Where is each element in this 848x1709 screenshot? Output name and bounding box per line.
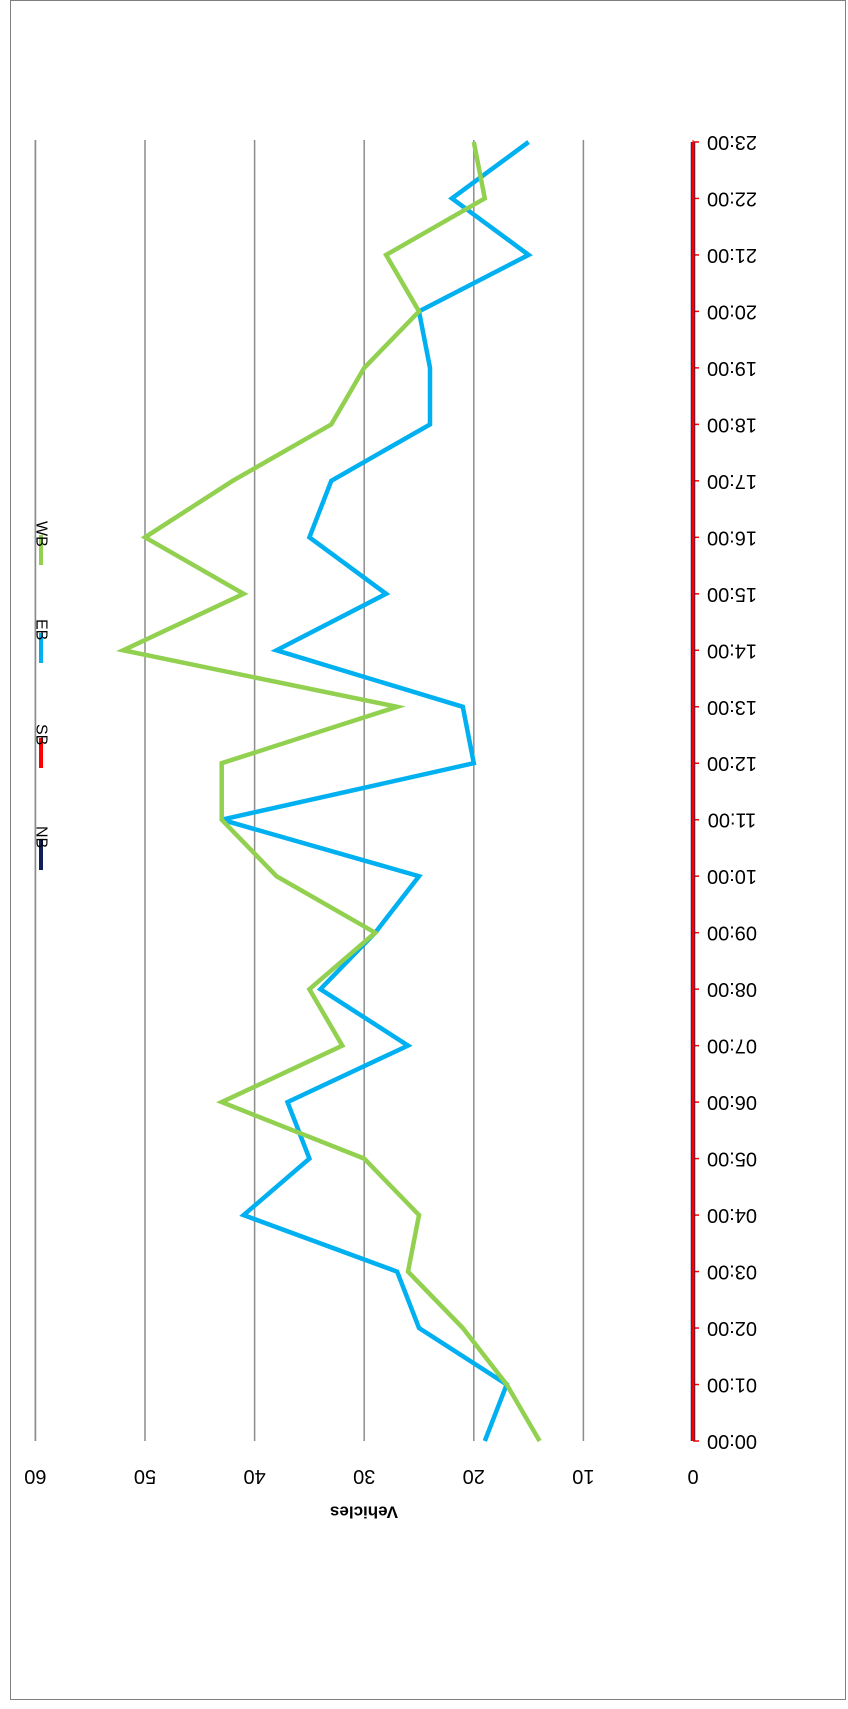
series-lines — [116, 140, 696, 1443]
x-tick-label: 02:00 — [707, 1317, 757, 1339]
x-tick-label: 01:00 — [707, 1374, 757, 1396]
x-tick-label: 12:00 — [707, 752, 757, 774]
x-tick-label: 08:00 — [707, 978, 757, 1000]
legend: NB SB EB WB — [33, 521, 50, 870]
y-tick-label: 50 — [134, 1465, 156, 1487]
x-tick-label: 23:00 — [707, 131, 757, 153]
x-tick-label: 21:00 — [707, 244, 757, 266]
series-line-eb — [221, 140, 533, 1442]
y-tick-label: 20 — [463, 1465, 485, 1487]
tick-labels: 0 10 20 30 40 50 60 00:00 01:00 02:00 03:00 04:00 05… — [24, 131, 757, 1487]
x-tick-label: 16:00 — [707, 526, 757, 548]
y-tick-label: 30 — [353, 1465, 375, 1487]
x-tick-label: 04:00 — [707, 1204, 757, 1226]
x-tick-label: 18:00 — [707, 413, 757, 435]
y-tick-label: 60 — [24, 1465, 46, 1487]
x-tick-label: 00:00 — [707, 1430, 757, 1452]
legend-label-wb: WB — [33, 521, 50, 547]
y-tick-label: 0 — [687, 1465, 698, 1487]
x-tick-label: 03:00 — [707, 1261, 757, 1283]
legend-label-nb: NB — [33, 826, 50, 848]
x-tick-label: 20:00 — [707, 300, 757, 322]
x-tick-label: 09:00 — [707, 922, 757, 944]
y-tick-label: 10 — [572, 1465, 594, 1487]
y-tick-label: 40 — [243, 1465, 265, 1487]
x-tick-label: 14:00 — [707, 639, 757, 661]
legend-label-eb: EB — [33, 619, 50, 640]
y-axis-title: Vehicles — [330, 1503, 398, 1522]
x-tick-label: 22:00 — [707, 187, 757, 209]
x-tick-label: 15:00 — [707, 583, 757, 605]
x-tick-label: 19:00 — [707, 357, 757, 379]
x-tick-label: 05:00 — [707, 1148, 757, 1170]
x-tick-label: 13:00 — [707, 696, 757, 718]
x-tick-label: 17:00 — [707, 470, 757, 492]
chart-frame — [10, 0, 846, 1700]
x-tick-label: 10:00 — [707, 865, 757, 887]
x-tick-label: 11:00 — [708, 809, 757, 831]
x-tick-label: 06:00 — [707, 1091, 757, 1113]
legend-label-sb: SB — [33, 724, 50, 745]
x-tick-label: 07:00 — [707, 1035, 757, 1057]
gridlines — [34, 140, 585, 1441]
series-line-wb — [116, 141, 542, 1443]
